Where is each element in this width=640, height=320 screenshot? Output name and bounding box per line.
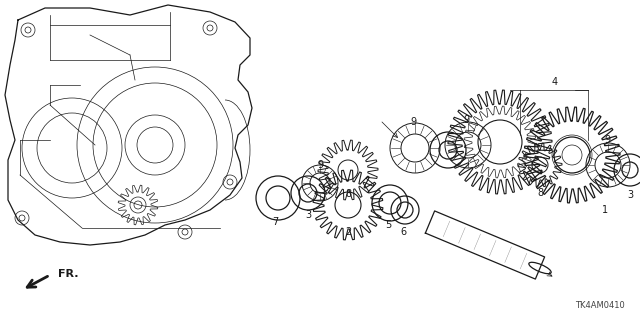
Text: 3: 3 — [627, 190, 633, 200]
Text: 4: 4 — [552, 77, 558, 87]
Text: 9: 9 — [410, 117, 416, 127]
Text: 3: 3 — [305, 210, 311, 220]
Text: 2: 2 — [345, 227, 351, 237]
Text: 6: 6 — [400, 227, 406, 237]
Text: TK4AM0410: TK4AM0410 — [575, 301, 625, 310]
Text: 8: 8 — [537, 188, 543, 198]
Text: 1: 1 — [602, 205, 608, 215]
Text: 7: 7 — [272, 217, 278, 227]
Text: 9: 9 — [463, 115, 469, 125]
Text: 9: 9 — [317, 160, 323, 170]
Text: 9: 9 — [604, 135, 610, 145]
Text: 8: 8 — [345, 189, 351, 199]
Text: FR.: FR. — [58, 269, 79, 279]
Text: 5: 5 — [385, 220, 391, 230]
